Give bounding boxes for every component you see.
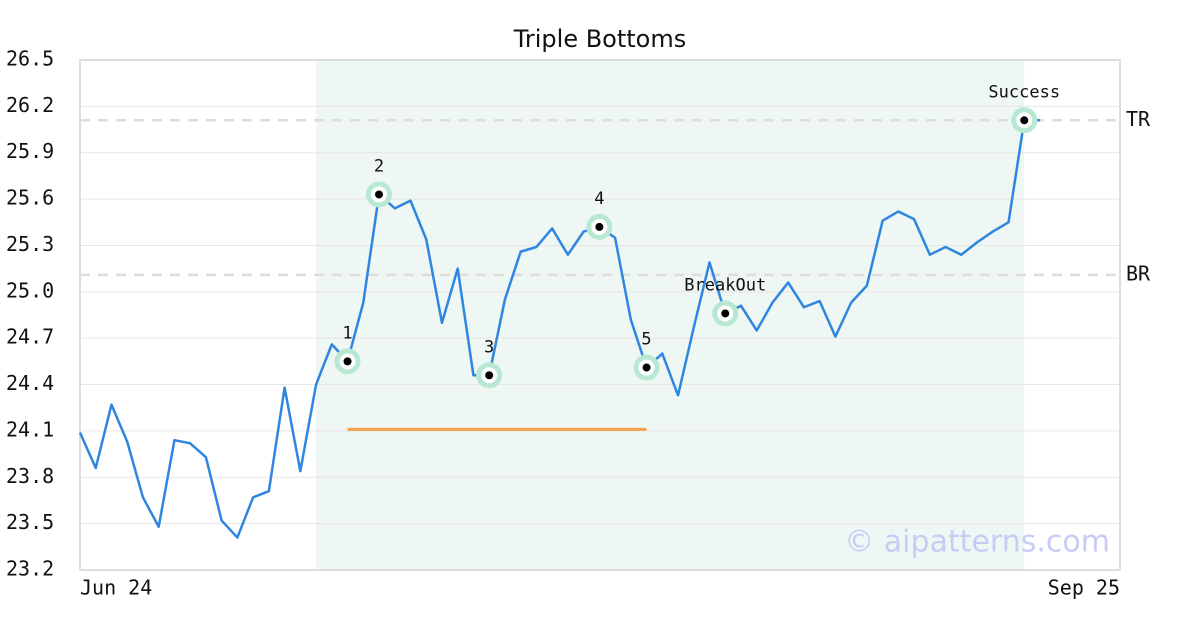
level-label: BR	[1126, 261, 1151, 285]
point-marker	[642, 363, 651, 372]
y-tick-label: 24.1	[6, 417, 54, 441]
annotation-label: 4	[594, 189, 604, 209]
chart-title: Triple Bottoms	[513, 25, 687, 53]
y-tick-label: 25.9	[6, 139, 54, 163]
watermark: © aipatterns.com	[844, 525, 1110, 560]
annotation-label: 2	[374, 156, 384, 176]
price-line	[78, 119, 1040, 539]
y-tick-label: 23.8	[6, 464, 54, 488]
y-tick-label: 23.5	[6, 510, 54, 534]
point-marker	[485, 371, 494, 380]
annotation-label: 3	[484, 337, 494, 357]
y-tick-label: 25.0	[6, 278, 54, 302]
y-tick-label: 23.2	[6, 557, 54, 581]
y-tick-label: 25.6	[6, 186, 54, 210]
point-marker	[1020, 116, 1029, 125]
annotation-label: 1	[342, 323, 352, 343]
y-tick-label: 26.2	[6, 93, 54, 117]
annotation-label: Success	[988, 82, 1060, 102]
y-tick-label: 25.3	[6, 232, 54, 256]
x-tick-label: Sep 25	[1048, 576, 1120, 600]
x-tick-label: Jun 24	[80, 576, 152, 600]
point-marker	[375, 190, 384, 199]
point-marker	[721, 309, 730, 318]
point-marker	[595, 222, 604, 231]
pattern-region	[316, 60, 1025, 570]
y-tick-label: 24.7	[6, 325, 54, 349]
annotation-label: BreakOut	[684, 275, 766, 295]
y-tick-label: 24.4	[6, 371, 54, 395]
plot-frame	[79, 59, 1121, 571]
y-tick-label: 26.5	[6, 47, 54, 71]
annotation-label: 5	[641, 330, 651, 350]
point-marker	[343, 357, 352, 366]
level-label: TR	[1126, 107, 1151, 131]
